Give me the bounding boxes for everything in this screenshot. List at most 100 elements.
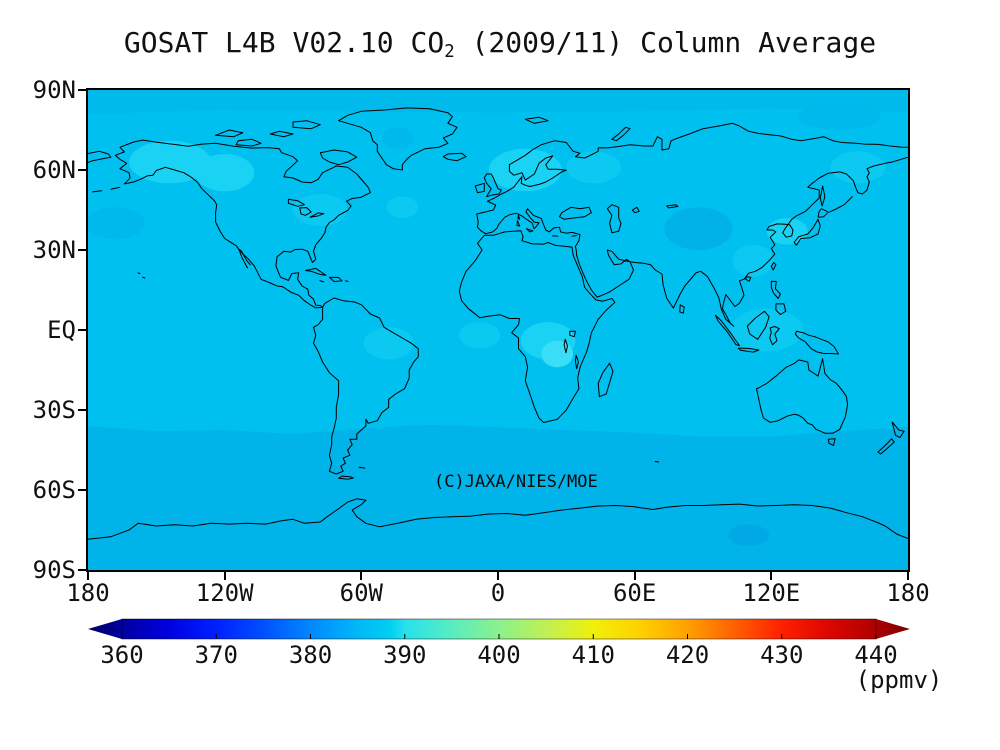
co2-anomaly-central-asia	[664, 207, 733, 250]
coastline-segment	[666, 204, 679, 209]
title-text-after: (2009/11) Column Average	[454, 26, 877, 59]
coastline-segment	[794, 330, 839, 355]
lon-tick-label: 60E	[612, 579, 657, 607]
lat-tick-mark	[78, 489, 88, 491]
lat-tick-mark	[78, 329, 88, 331]
co2-anomaly-nw-canada	[195, 154, 255, 192]
co2-anomaly-central-africa-core	[541, 340, 574, 368]
coastline-segment	[793, 218, 821, 246]
colorbar-tick-label: 390	[383, 641, 427, 669]
coastline-segment	[611, 126, 631, 142]
lat-tick-mark	[78, 409, 88, 411]
co2-anomaly-greenland-interior	[381, 127, 414, 149]
map-frame: (C)JAXA/NIES/MOE	[86, 88, 910, 572]
lon-tick-mark	[633, 570, 636, 580]
lon-tick-label: 180	[66, 579, 110, 607]
coastline-segment	[679, 304, 685, 314]
lat-tick-mark	[78, 89, 88, 91]
lon-tick-mark	[223, 570, 226, 580]
lat-tick-label: 30N	[32, 236, 76, 264]
lon-tick-mark	[360, 570, 363, 580]
colorbar-tick-label: 400	[477, 641, 521, 669]
coastline-segment	[715, 314, 740, 346]
coastline-segment	[287, 198, 305, 207]
lat-tick-label: EQ	[47, 316, 76, 344]
title-co2-subscript: 2	[444, 41, 455, 62]
coastline-segment	[746, 310, 770, 340]
coastline-segment	[526, 228, 534, 233]
coastline-segment	[563, 338, 568, 354]
coastline-segment	[88, 498, 908, 540]
coastline-segment	[828, 196, 853, 213]
lon-tick-mark	[770, 570, 773, 580]
coastline-segment	[305, 267, 327, 276]
coastline-segment	[559, 206, 592, 220]
coastline-segment	[877, 438, 895, 455]
colorbar-tick-label: 430	[760, 641, 804, 669]
coastline-segment	[597, 362, 614, 398]
coastline-segment	[292, 120, 321, 130]
co2-anomaly-ne-siberia	[830, 151, 886, 184]
coastline-segment	[114, 139, 371, 309]
colorbar-right-arrow	[876, 619, 910, 639]
coastline-segment	[215, 129, 244, 138]
co2-anomaly-korea-japan	[766, 218, 808, 245]
coastline-segment	[517, 214, 521, 220]
co2-band-arctic-slight-low	[88, 90, 908, 114]
coastline-segment	[269, 130, 294, 138]
coastline-segment	[235, 138, 262, 147]
coastline-segment	[238, 248, 251, 269]
world-map-contour-plot	[88, 90, 908, 570]
coastline-segment	[775, 303, 787, 315]
lon-tick-mark	[907, 570, 909, 580]
coastline-segment	[524, 116, 549, 124]
lon-tick-label: 60W	[339, 579, 383, 607]
copyright-label: (C)JAXA/NIES/MOE	[434, 472, 598, 492]
coastline-segment	[516, 220, 521, 227]
coastline-segment	[474, 182, 485, 194]
coastline-segment	[769, 326, 780, 346]
co2-anomaly-great-lakes-east	[293, 194, 348, 226]
coastline-segment	[142, 276, 146, 279]
colorbar-tick-label: 440	[854, 641, 898, 669]
coastline-segment	[574, 354, 579, 370]
colorbar-tick-label: 420	[665, 641, 710, 669]
coastline-segment	[88, 150, 112, 163]
co2-anomaly-arctic-east	[798, 103, 881, 130]
co2-anomaly-nw-russia	[566, 151, 621, 184]
colorbar-tick-label: 380	[288, 641, 333, 669]
coastline-segment	[483, 173, 502, 198]
lat-tick-label: 90N	[32, 76, 76, 104]
coastline-segment	[756, 358, 849, 434]
lat-tick-mark	[78, 249, 88, 251]
coastline-segment	[309, 212, 325, 218]
co2-anomaly-n-pacific	[88, 207, 145, 240]
coastline-segment	[338, 107, 458, 171]
coastlines	[88, 107, 908, 540]
title-text: GOSAT L4B V02.10 CO	[123, 26, 445, 59]
plot-title: GOSAT L4B V02.10 CO2 (2009/11) Column Av…	[0, 26, 1000, 62]
colorbar	[88, 618, 910, 640]
lon-tick-label: 180	[886, 579, 930, 607]
coastline-segment	[338, 475, 354, 480]
coastline-segment	[745, 276, 752, 282]
lat-tick-label: 30S	[32, 396, 76, 424]
colorbar-tick-label: 360	[100, 641, 144, 669]
lon-tick-mark	[87, 570, 89, 580]
coastline-segment	[891, 421, 905, 438]
coastline-segment	[631, 206, 640, 214]
lat-tick-label: 60S	[32, 476, 76, 504]
co2-anomaly-maritime-continent	[730, 308, 804, 352]
co2-anomaly-ne-brazil	[363, 327, 414, 360]
coastline-segment	[137, 272, 141, 274]
coastline-segment	[770, 262, 777, 271]
coastline-segment	[606, 204, 622, 234]
coastline-segment	[299, 207, 312, 216]
lat-tick-mark	[78, 569, 88, 571]
co2-anomaly-antarctic-spot	[728, 524, 770, 546]
lon-tick-label: 120E	[742, 579, 801, 607]
lon-tick-label: 120W	[195, 579, 254, 607]
coastline-segment	[819, 185, 826, 207]
coastline-segment	[654, 461, 660, 463]
